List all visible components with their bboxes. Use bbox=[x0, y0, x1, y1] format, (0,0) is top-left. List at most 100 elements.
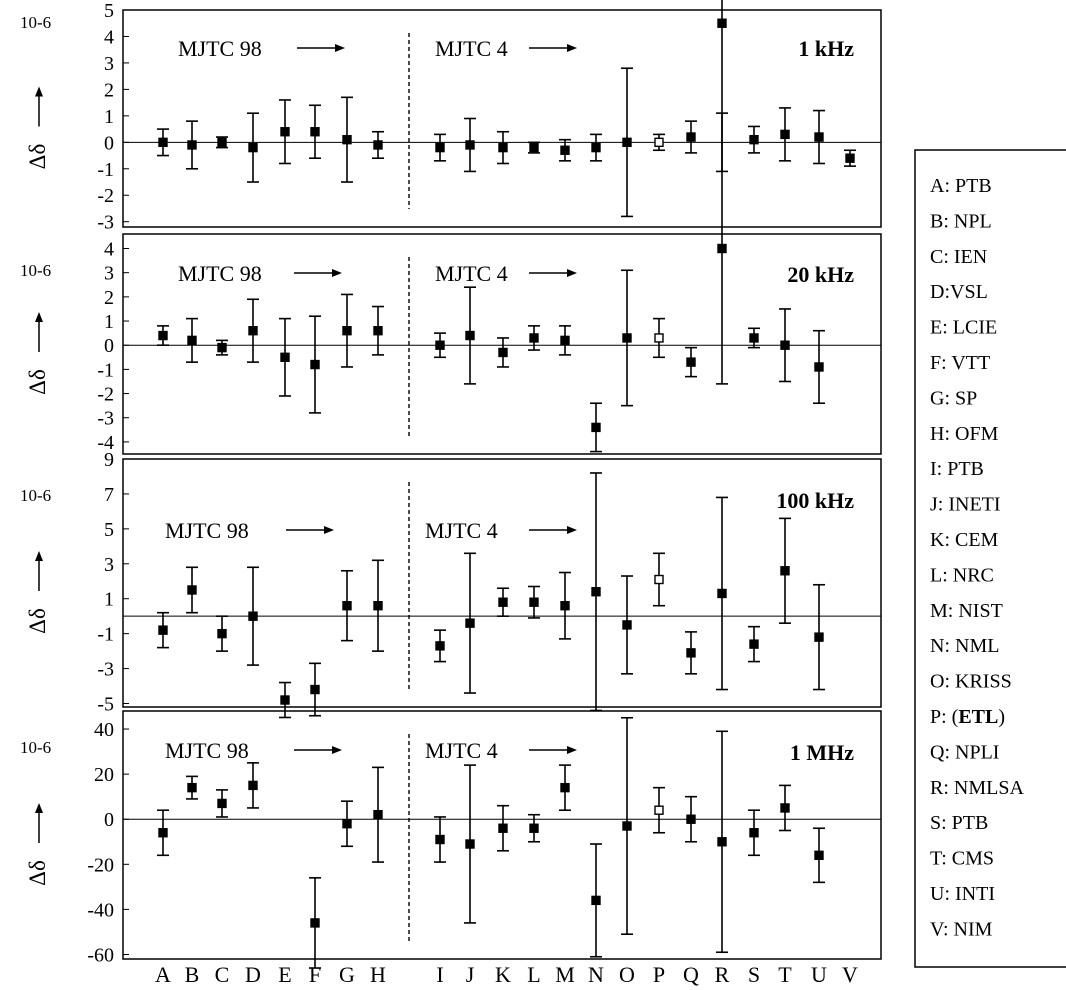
data-point-B bbox=[186, 566, 198, 614]
data-point-I bbox=[434, 816, 446, 863]
y-tick-label: 4 bbox=[104, 26, 114, 48]
y-axis-arrowhead bbox=[35, 86, 43, 97]
marker-O bbox=[622, 821, 632, 831]
marker-L bbox=[529, 597, 539, 607]
marker-B bbox=[187, 335, 197, 346]
data-point-N bbox=[590, 402, 602, 453]
marker-I bbox=[435, 641, 445, 651]
marker-E bbox=[280, 695, 290, 705]
data-point-T bbox=[779, 107, 791, 162]
y-axis-symbol: Δδ bbox=[25, 369, 50, 395]
y-tick-label: -3 bbox=[97, 212, 114, 234]
x-category-label: L bbox=[527, 962, 540, 987]
data-point-K bbox=[497, 337, 509, 368]
y-tick-label: 1 bbox=[104, 106, 114, 128]
group-arrowhead-left bbox=[324, 526, 334, 534]
marker-R bbox=[717, 243, 727, 254]
x-category-label: P bbox=[653, 962, 665, 987]
legend-frame bbox=[914, 149, 1066, 968]
marker-S bbox=[749, 134, 759, 145]
data-point-O bbox=[621, 67, 633, 218]
data-point-N bbox=[590, 472, 602, 712]
data-point-M bbox=[559, 325, 571, 356]
y-tick-label: 4 bbox=[104, 239, 114, 261]
y-axis-arrowhead bbox=[35, 312, 43, 322]
x-category-label: A bbox=[155, 962, 171, 987]
x-category-label: D bbox=[245, 962, 261, 987]
marker-S bbox=[749, 828, 759, 838]
marker-D bbox=[248, 326, 258, 336]
x-category-label: C bbox=[215, 962, 230, 987]
y-tick-label: 5 bbox=[104, 0, 114, 22]
marker-S bbox=[749, 333, 759, 343]
plot-frame bbox=[122, 233, 882, 455]
y-axis-symbol: Δδ bbox=[25, 608, 50, 634]
marker-J bbox=[465, 618, 475, 628]
data-point-G bbox=[341, 569, 353, 642]
data-point-G bbox=[341, 800, 353, 848]
panel-title: 100 kHz bbox=[776, 488, 854, 513]
marker-T bbox=[780, 129, 790, 140]
data-point-S bbox=[748, 625, 760, 663]
marker-J bbox=[465, 330, 475, 341]
y-unit-label: 10-6 bbox=[20, 486, 51, 505]
y-tick-label: 9 bbox=[104, 449, 114, 471]
data-point-S bbox=[748, 327, 760, 349]
legend-item-E: E: LCIE bbox=[930, 317, 997, 339]
y-axis-arrowhead bbox=[35, 551, 43, 561]
group-label-right: MJTC 4 bbox=[425, 518, 498, 543]
data-point-O bbox=[621, 269, 633, 407]
data-point-I bbox=[434, 332, 446, 359]
y-tick-label: 3 bbox=[104, 263, 114, 285]
marker-Q bbox=[686, 814, 696, 824]
data-point-F bbox=[309, 662, 321, 717]
data-point-R bbox=[716, 730, 728, 954]
y-tick-label: -2 bbox=[97, 384, 114, 406]
group-label-right: MJTC 4 bbox=[425, 738, 498, 763]
data-point-J bbox=[464, 764, 476, 924]
data-point-Q bbox=[685, 795, 697, 843]
y-axis-symbol: Δδ bbox=[25, 860, 50, 886]
marker-M bbox=[560, 335, 570, 346]
legend-item-D: D:VSL bbox=[930, 281, 988, 303]
data-point-J bbox=[464, 552, 476, 694]
marker-M bbox=[560, 782, 570, 793]
data-point-U bbox=[813, 583, 825, 691]
legend-item-H: H: OFM bbox=[930, 423, 999, 445]
y-tick-label: -20 bbox=[87, 854, 114, 876]
plot-frame bbox=[122, 458, 882, 708]
marker-P bbox=[654, 574, 664, 585]
x-category-label: S bbox=[748, 962, 760, 987]
data-point-I bbox=[434, 133, 446, 162]
marker-R bbox=[717, 18, 727, 28]
legend-item-V: V: NIM bbox=[930, 918, 993, 940]
y-tick-label: 5 bbox=[104, 519, 114, 541]
marker-F bbox=[310, 127, 320, 137]
chart-panel-1: 5 4 3 2 1 0 -1 -2 -3 1 kHz MJTC 98 MJTC 4 10-6 Δδ bbox=[20, 0, 882, 234]
data-point-G bbox=[341, 96, 353, 183]
data-point-P bbox=[653, 786, 665, 834]
legend-item-L: L: NRC bbox=[930, 564, 994, 586]
marker-L bbox=[529, 823, 539, 833]
plot-frame bbox=[122, 9, 882, 228]
data-point-P bbox=[653, 133, 665, 152]
x-category-label: N bbox=[588, 962, 604, 987]
data-point-O bbox=[621, 716, 633, 936]
y-tick-label: 2 bbox=[104, 79, 114, 101]
x-category-label: J bbox=[466, 962, 475, 987]
data-point-T bbox=[779, 517, 791, 624]
legend-item-B: B: NPL bbox=[930, 210, 992, 232]
marker-J bbox=[465, 839, 475, 849]
data-point-D bbox=[247, 762, 259, 809]
y-tick-label: 1 bbox=[104, 589, 114, 611]
y-tick-label: -1 bbox=[97, 159, 114, 181]
data-point-A bbox=[157, 611, 169, 649]
legend-item-N: N: NML bbox=[930, 635, 999, 657]
marker-I bbox=[435, 834, 445, 845]
data-point-R bbox=[716, 112, 728, 385]
marker-O bbox=[622, 620, 632, 630]
marker-T bbox=[780, 340, 790, 350]
